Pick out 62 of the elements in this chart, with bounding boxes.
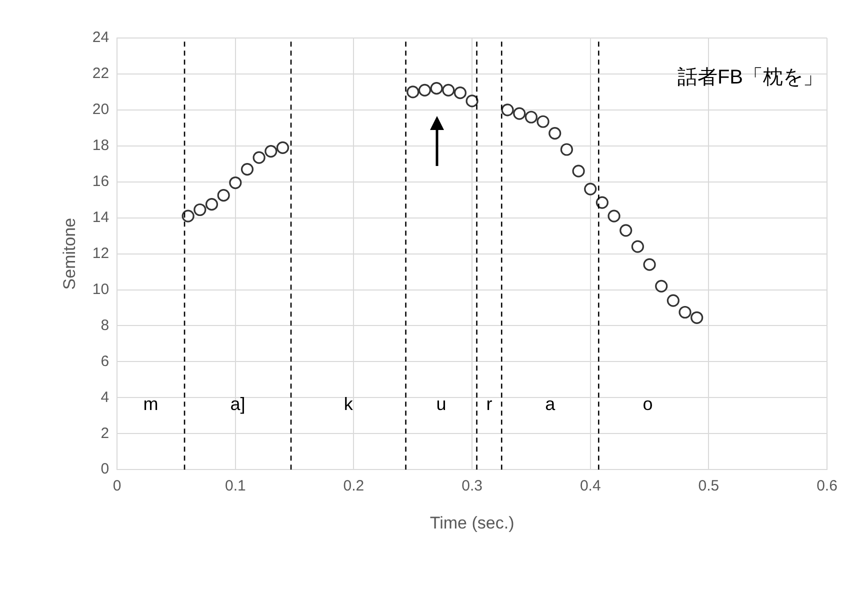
point <box>466 94 478 108</box>
y-tick-label: 12 <box>92 244 110 262</box>
point <box>572 164 585 178</box>
x-tick-label: 0.5 <box>698 478 720 495</box>
x-tick-label: 0.3 <box>462 478 482 495</box>
annotation: m <box>143 394 158 414</box>
point <box>536 115 550 128</box>
point <box>608 210 620 222</box>
point <box>620 224 632 237</box>
x-tick-label: 0.2 <box>343 478 364 495</box>
annotation: a] <box>230 394 246 414</box>
x-tick-label: 0.4 <box>580 478 601 495</box>
annotation: a <box>545 394 556 414</box>
point <box>690 311 704 324</box>
point <box>276 141 290 154</box>
point <box>454 86 467 100</box>
y-tick-label: 6 <box>100 352 110 370</box>
point <box>678 306 692 319</box>
y-tick-label: 8 <box>100 316 110 334</box>
point <box>442 84 455 96</box>
point <box>513 107 526 120</box>
y-tick-label: 0 <box>100 460 110 478</box>
point <box>240 162 254 176</box>
point <box>548 127 562 140</box>
y-tick-label: 20 <box>92 101 110 118</box>
annotation: u <box>436 394 446 414</box>
annotation: k <box>344 394 354 414</box>
point <box>252 151 266 164</box>
point <box>631 240 644 253</box>
point <box>418 84 432 96</box>
point <box>643 258 656 271</box>
point <box>584 182 597 196</box>
point <box>666 294 680 307</box>
point <box>205 198 218 211</box>
point <box>560 143 573 156</box>
point <box>655 280 668 292</box>
y-tick-label: 14 <box>92 208 110 226</box>
x-tick-label: 0.6 <box>816 478 838 495</box>
y-tick-label: 2 <box>100 424 110 442</box>
x-axis-title: Time (sec.) <box>430 513 514 532</box>
point <box>430 82 443 95</box>
point <box>596 196 608 209</box>
y-tick-label: 4 <box>100 388 110 406</box>
point <box>194 203 206 216</box>
annotation: r <box>486 394 492 414</box>
point <box>524 110 538 124</box>
annotation: o <box>642 394 653 414</box>
annotation: 話者FB「枕を」 <box>677 66 823 89</box>
point <box>406 86 420 98</box>
point <box>264 144 278 158</box>
point <box>182 210 194 222</box>
x-tick-label: 0.1 <box>224 478 246 495</box>
point <box>501 104 514 116</box>
y-axis-title: Semitone <box>60 218 79 290</box>
point <box>229 176 242 190</box>
y-tick-label: 24 <box>92 29 110 46</box>
point <box>217 189 230 202</box>
y-tick-label: 10 <box>92 280 110 298</box>
y-tick-label: 22 <box>92 65 110 82</box>
y-tick-label: 16 <box>92 173 110 190</box>
x-tick-label: 0 <box>112 478 122 495</box>
y-tick-label: 18 <box>92 137 110 154</box>
